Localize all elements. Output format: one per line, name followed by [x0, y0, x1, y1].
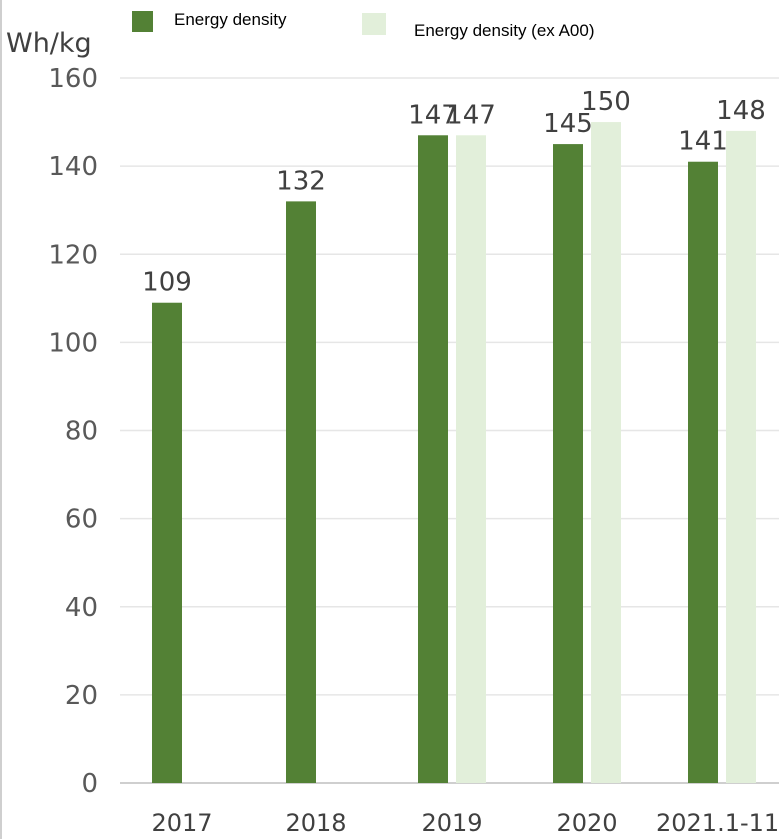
y-tick-label: 120 [48, 240, 98, 270]
bar-energy-density-ex-a00-2021.1-11 [726, 130, 756, 783]
x-axis-categories: 2017 2018 2019 2020 2021.1-11 [151, 809, 779, 837]
x-category-label: 2018 [285, 809, 346, 837]
x-category-label: 2017 [151, 809, 212, 837]
data-label: 147 [408, 100, 458, 130]
grid-lines [120, 77, 779, 784]
bar-energy-density-ex-a00-2019 [456, 135, 486, 783]
data-label: 150 [581, 87, 631, 117]
data-label: 145 [543, 109, 593, 139]
y-tick-label: 80 [65, 417, 98, 447]
bar-energy-density-2018 [286, 201, 316, 783]
legend-swatch-energy-density [132, 11, 153, 32]
bar-energy-density-2019 [418, 135, 448, 783]
y-tick-label: 20 [65, 681, 98, 711]
legend-label-energy-density: Energy density [174, 10, 287, 29]
data-label: 147 [446, 100, 496, 130]
bar-energy-density-2017 [152, 302, 182, 783]
bar-energy-density-2020 [553, 144, 583, 783]
bars [152, 122, 756, 783]
data-label: 141 [678, 127, 728, 157]
y-tick-label: 140 [48, 152, 98, 182]
y-tick-label: 40 [65, 593, 98, 623]
y-tick-label: 0 [81, 769, 98, 799]
x-category-label: 2020 [556, 809, 617, 837]
data-label: 109 [142, 268, 192, 298]
y-tick-label: 60 [65, 505, 98, 535]
legend-label-energy-density-ex-a00: Energy density (ex A00) [414, 21, 594, 40]
data-label: 148 [716, 96, 766, 126]
y-axis-ticks: 0 20 40 60 80 100 120 140 160 [48, 64, 98, 799]
data-label: 132 [276, 166, 326, 196]
x-category-label: 2019 [421, 809, 482, 837]
bar-energy-density-2021.1-11 [688, 161, 718, 783]
legend-swatch-energy-density-ex-a00 [362, 13, 386, 35]
y-tick-label: 100 [48, 328, 98, 358]
x-category-label: 2021.1-11 [656, 809, 779, 837]
y-unit-label: Wh/kg [6, 28, 92, 59]
y-tick-label: 160 [48, 64, 98, 94]
legend: Energy density Energy density (ex A00) [132, 10, 594, 40]
bar-energy-density-ex-a00-2020 [591, 122, 621, 783]
